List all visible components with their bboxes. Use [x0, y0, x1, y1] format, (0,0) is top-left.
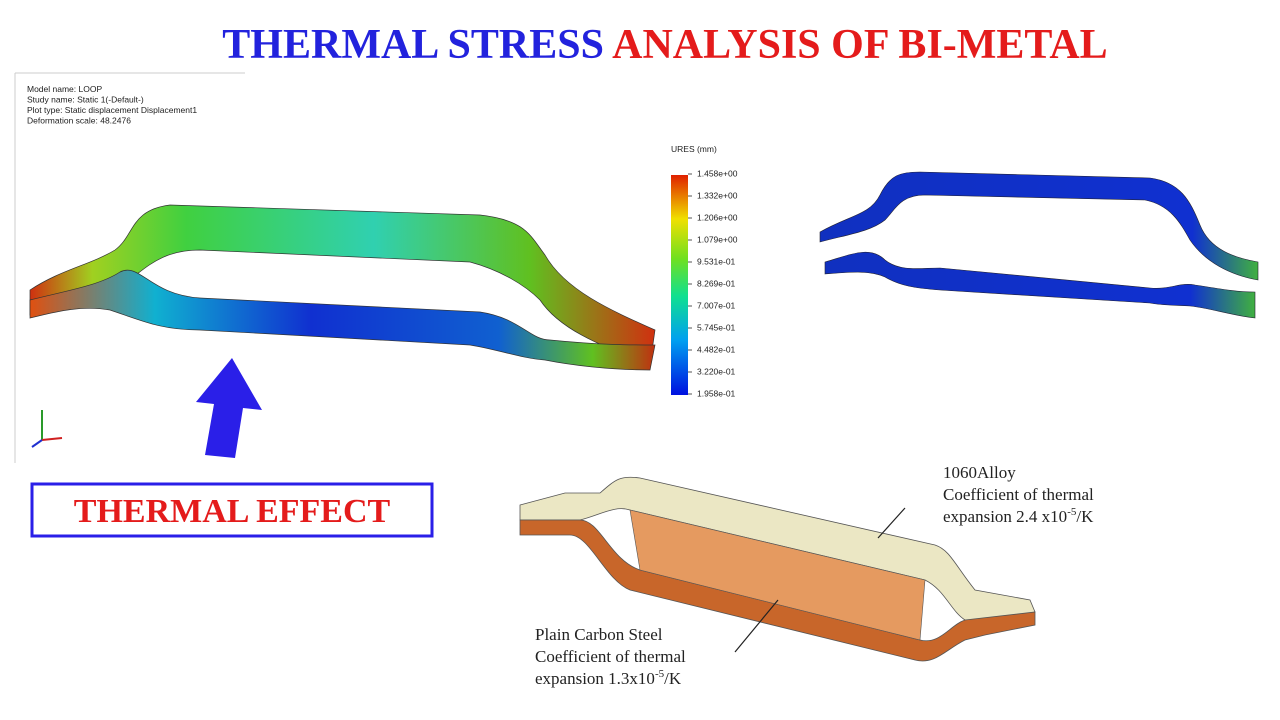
title-part: THERMAL STRESS: [222, 22, 604, 68]
info-line: Plot type: Static displacement Displacem…: [27, 105, 197, 115]
legend-title: URES (mm): [671, 144, 717, 154]
legend-label: 1.458e+00: [697, 168, 738, 178]
superscript: -5: [1067, 506, 1077, 518]
legend-label: 8.269e-01: [697, 278, 736, 288]
arrow: [196, 358, 262, 458]
material-desc: Coefficient of thermal: [535, 647, 686, 666]
text: /K: [1076, 507, 1094, 526]
bimetal-diagram: [519, 476, 1036, 662]
legend-label: 1.079e+00: [697, 234, 738, 244]
legend-label: 5.745e-01: [697, 322, 736, 332]
legend-labels: 1.458e+00 1.332e+00 1.206e+00 1.079e+00 9.53…: [688, 168, 738, 398]
text: /K: [664, 669, 682, 688]
info-line: Model name: LOOP: [27, 84, 102, 94]
callout-box: [30, 482, 434, 538]
legend-label: 1.958e-01: [697, 388, 736, 398]
legend-label: 1.206e+00: [697, 212, 738, 222]
superscript: -5: [655, 668, 665, 680]
axis-triad: [31, 410, 63, 448]
material-desc: Coefficient of thermal: [943, 485, 1094, 504]
reference-loop: [819, 171, 1259, 319]
title: THERMAL STRESS ANALYSIS OF BI-METAL: [222, 22, 1107, 68]
colorbar: [671, 175, 688, 395]
legend-label: 3.220e-01: [697, 366, 736, 376]
title-part: ANALYSIS OF BI-METAL: [612, 22, 1108, 68]
text: expansion 2.4 x10: [943, 507, 1067, 526]
material-name: 1060Alloy: [943, 463, 1016, 482]
material-desc: expansion 1.3x10-5/K: [535, 668, 682, 688]
callout-text: THERMAL EFFECT: [74, 493, 391, 530]
text: expansion 1.3x10: [535, 669, 655, 688]
legend-label: 1.332e+00: [697, 190, 738, 200]
legend-label: 9.531e-01: [697, 256, 736, 266]
material-desc: expansion 2.4 x10-5/K: [943, 506, 1094, 526]
material-name: Plain Carbon Steel: [535, 625, 663, 644]
legend-label: 7.007e-01: [697, 300, 736, 310]
info-line: Study name: Static 1(-Default-): [27, 95, 144, 105]
legend-label: 4.482e-01: [697, 344, 736, 354]
info-line: Deformation scale: 48.2476: [27, 116, 131, 126]
lower-band: [29, 269, 656, 371]
